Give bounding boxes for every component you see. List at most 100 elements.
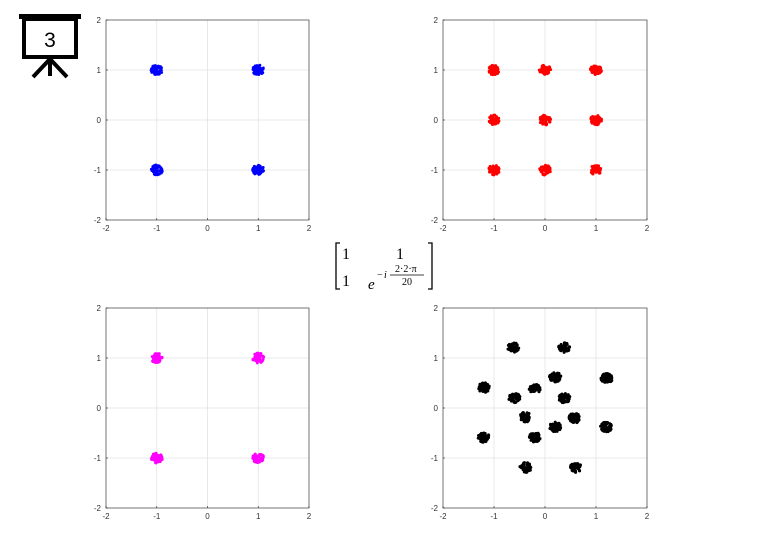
data-point	[486, 389, 490, 393]
data-point	[258, 165, 262, 169]
data-point	[576, 415, 580, 419]
data-point	[155, 460, 159, 464]
data-point	[491, 73, 495, 77]
matrix-left-bracket	[335, 242, 340, 290]
data-point	[516, 346, 520, 350]
data-point	[552, 430, 556, 434]
data-point	[482, 384, 486, 388]
point-cluster	[548, 420, 563, 434]
data-point	[560, 344, 564, 348]
y-tick-label: -2	[94, 216, 102, 225]
data-point	[480, 440, 484, 444]
data-point	[487, 384, 491, 388]
x-tick-label: 0	[543, 224, 548, 233]
data-point	[540, 115, 544, 119]
data-point	[494, 164, 498, 168]
data-point	[547, 71, 551, 74]
data-point	[511, 393, 515, 397]
data-point	[159, 453, 163, 457]
data-point	[525, 463, 529, 467]
data-point	[508, 393, 512, 397]
data-point	[610, 375, 614, 379]
data-point	[483, 386, 487, 390]
point-cluster	[251, 63, 265, 76]
point-cluster	[557, 392, 572, 405]
data-point	[151, 455, 155, 459]
scatter-panel-bottom-left: -2 -1 0 1 2 -2 -1 0 1 2	[94, 304, 312, 521]
data-point	[481, 381, 485, 385]
data-point	[599, 117, 603, 121]
data-point	[560, 392, 564, 396]
data-point	[572, 416, 576, 420]
data-point	[519, 465, 523, 469]
data-point	[599, 424, 603, 428]
data-point	[483, 381, 487, 385]
y-tick-label: -2	[431, 216, 439, 225]
data-point	[564, 396, 568, 400]
data-point	[154, 451, 158, 455]
matrix-r2c1: 1	[342, 273, 350, 290]
point-cluster	[537, 63, 553, 76]
data-point	[597, 69, 601, 73]
x-tick-label: 0	[205, 224, 210, 233]
data-point	[542, 165, 546, 169]
data-point	[596, 114, 600, 118]
data-point	[556, 374, 560, 377]
data-point	[528, 465, 532, 469]
data-point	[524, 468, 528, 472]
point-cluster	[507, 392, 522, 405]
y-tick-label: 1	[434, 354, 439, 363]
matrix-numerator-highlight: 2	[395, 264, 400, 275]
x-tick-label: -1	[153, 512, 161, 521]
y-tick-label: -2	[94, 504, 102, 513]
data-point	[528, 436, 532, 440]
data-point	[151, 167, 155, 171]
matrix-numerator: ·2·π	[400, 264, 417, 275]
data-point	[595, 66, 599, 70]
data-point	[558, 426, 562, 430]
data-point	[253, 170, 257, 174]
point-cluster	[476, 431, 491, 444]
data-point	[560, 396, 564, 400]
data-point	[253, 70, 257, 74]
data-point	[603, 422, 607, 426]
data-point	[525, 411, 529, 415]
point-cluster	[150, 451, 164, 465]
data-point	[493, 66, 497, 70]
y-tick-label: 0	[434, 404, 439, 413]
data-point	[484, 435, 488, 439]
data-point	[488, 69, 492, 73]
point-cluster	[569, 462, 582, 474]
data-point	[160, 70, 164, 74]
scatter-panel-bottom-right: -2 -1 0 1 2 -2 -1 0 1 2	[431, 304, 650, 521]
y-tick-label: -2	[431, 504, 439, 513]
x-tick-label: 0	[205, 512, 210, 521]
data-point	[577, 463, 581, 467]
data-point	[594, 170, 598, 174]
data-point	[593, 122, 597, 126]
data-point	[549, 426, 553, 430]
point-cluster	[487, 113, 501, 127]
y-tick-label: 0	[434, 116, 439, 125]
data-point	[159, 168, 163, 172]
point-cluster	[567, 412, 581, 425]
data-point	[524, 415, 528, 419]
data-point	[595, 120, 599, 124]
data-point	[593, 72, 597, 76]
data-point	[605, 374, 609, 378]
data-point	[540, 66, 544, 70]
data-point	[257, 68, 261, 72]
point-cluster	[518, 461, 533, 474]
data-point	[152, 357, 156, 361]
y-tick-label: -1	[94, 454, 102, 463]
data-point	[261, 455, 265, 459]
point-cluster	[527, 383, 542, 394]
data-point	[596, 72, 600, 76]
matrix-exp-base: e	[368, 277, 375, 293]
data-point	[549, 378, 553, 382]
data-point	[507, 342, 511, 346]
y-tick-label: -1	[431, 454, 439, 463]
data-point	[150, 69, 154, 73]
data-point	[591, 168, 595, 172]
data-point	[486, 434, 490, 438]
